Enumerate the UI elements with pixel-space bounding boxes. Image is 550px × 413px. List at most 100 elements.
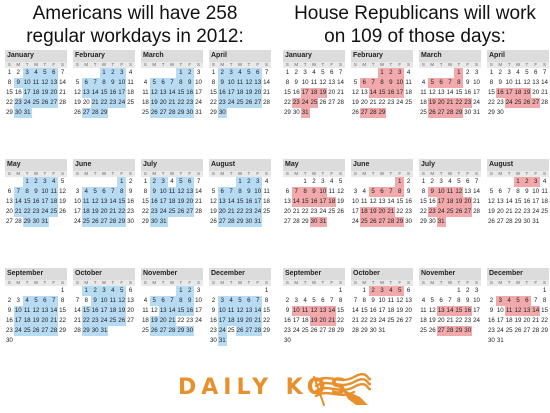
day-cell: 15: [300, 197, 310, 207]
day-cell: 31: [217, 336, 227, 346]
day-cell: 19: [368, 207, 378, 217]
weekday-letter: S: [211, 280, 215, 285]
day-cell: 20: [532, 89, 540, 96]
day-cell: 26: [319, 99, 327, 106]
day-cell: 24: [532, 208, 540, 215]
day-cell: 25: [235, 98, 245, 108]
day-cell: 12: [235, 306, 245, 316]
day-cell: 3: [531, 177, 541, 187]
day-cell: 3: [196, 287, 201, 294]
day-cell: 26: [59, 208, 66, 215]
day-blank: [218, 286, 227, 296]
day-cell: 27: [253, 98, 263, 108]
day-cell: 11: [420, 89, 427, 96]
day-cell: 19: [514, 317, 522, 324]
day-cell: 4: [362, 188, 366, 195]
day-cell: 13: [81, 88, 91, 98]
day-cell: 25: [141, 109, 149, 116]
day-cell: 20: [328, 89, 336, 96]
weekday-letter: F: [466, 280, 470, 285]
day-cell: 27: [319, 327, 327, 334]
day-cell: 3: [158, 177, 168, 187]
day-cell: 8: [176, 78, 186, 88]
weekday-letter: S: [129, 280, 133, 285]
day-cell: 13: [532, 79, 540, 86]
day-cell: 13: [378, 198, 386, 205]
day-cell: 29: [454, 326, 464, 336]
day-cell: 2: [217, 68, 227, 78]
day-cell: 23: [310, 208, 318, 215]
day-cell: 16: [209, 317, 217, 324]
day-cell: 27: [463, 207, 473, 217]
day-cell: 19: [149, 98, 159, 108]
day-cell: 12: [428, 307, 436, 314]
right-calendar-october: October S M T W T F S 1 2 3 4 5 6 7 8 9 10 11 12 13 14 15 16 17 1…: [351, 268, 413, 336]
day-cell: 27: [436, 108, 446, 118]
weekday-letter: T: [25, 171, 29, 176]
weekday-letter: T: [439, 280, 443, 285]
day-cell: 18: [108, 306, 118, 316]
month-name: November: [141, 268, 203, 280]
day-cell: 30: [185, 326, 195, 336]
day-cell: 28: [351, 327, 359, 334]
weekday-letter: T: [389, 62, 393, 67]
day-blank: [73, 68, 82, 78]
weekday-letter: T: [161, 62, 165, 67]
day-cell: 19: [90, 207, 100, 217]
day-cell: 16: [292, 89, 300, 96]
weekday-letter: W: [33, 280, 39, 285]
day-blank: [91, 68, 100, 78]
day-cell: 14: [195, 188, 202, 195]
day-cell: 24: [40, 207, 50, 217]
day-cell: 14: [445, 306, 455, 316]
day-cell: 1: [235, 177, 245, 187]
day-cell: 1: [81, 286, 91, 296]
weekday-letter: M: [498, 280, 503, 285]
day-cell: 19: [244, 88, 254, 98]
day-cell: 1: [395, 177, 405, 187]
day-blank: [327, 286, 336, 296]
day-cell: 18: [81, 207, 91, 217]
day-cell: 9: [371, 297, 375, 304]
day-cell: 7: [75, 297, 80, 304]
day-blank: [40, 286, 49, 296]
left-calendar-august: August S M T W T F S 1 2 3 4 5 6 7 8 9 10 11 12 13 14 15 16 17 18…: [209, 159, 271, 227]
day-cell: 10: [351, 198, 359, 205]
day-cell: 17: [195, 307, 202, 314]
weekday-letter: S: [211, 62, 215, 67]
day-cell: 2: [522, 177, 532, 187]
day-cell: 9: [217, 78, 227, 88]
day-cell: 29: [59, 327, 66, 334]
day-cell: 27: [531, 98, 541, 108]
left-calendar-december: December S M T W T F S 1 2 3 4 5 6 7 8 9 10 11 12 13 14 15 16 17…: [209, 268, 271, 346]
day-cell: 10: [473, 297, 480, 304]
day-cell: 22: [396, 208, 404, 215]
day-cell: 17: [40, 197, 50, 207]
day-blank: [437, 286, 446, 296]
day-blank: [209, 286, 218, 296]
day-cell: 31: [496, 337, 504, 344]
day-cell: 1: [60, 287, 65, 294]
day-cell: 30: [244, 217, 254, 227]
day-cell: 28: [90, 108, 100, 118]
day-cell: 31: [253, 217, 263, 227]
day-cell: 25: [387, 317, 395, 324]
day-cell: 7: [108, 187, 118, 197]
right-calendar-november: November S M T W T F S 1 2 3 4 5 6 7 8 9 10 11 12 13 14 15 16 17…: [419, 268, 481, 336]
day-cell: 31: [318, 217, 328, 227]
day-cell: 30: [127, 218, 134, 225]
day-blank: [419, 286, 428, 296]
day-cell: 22: [99, 98, 109, 108]
day-cell: 26: [40, 98, 50, 108]
month-name: October: [73, 268, 135, 280]
day-cell: 24: [292, 327, 300, 334]
day-cell: 15: [337, 307, 344, 314]
weekday-letter: W: [237, 171, 243, 176]
day-cell: 25: [419, 109, 427, 116]
day-cell: 13: [496, 198, 504, 205]
day-cell: 30: [292, 109, 300, 116]
weekday-letter: F: [398, 62, 402, 67]
day-cell: 25: [227, 327, 235, 334]
day-cell: 17: [436, 197, 446, 207]
weekday-letter: T: [457, 62, 461, 67]
